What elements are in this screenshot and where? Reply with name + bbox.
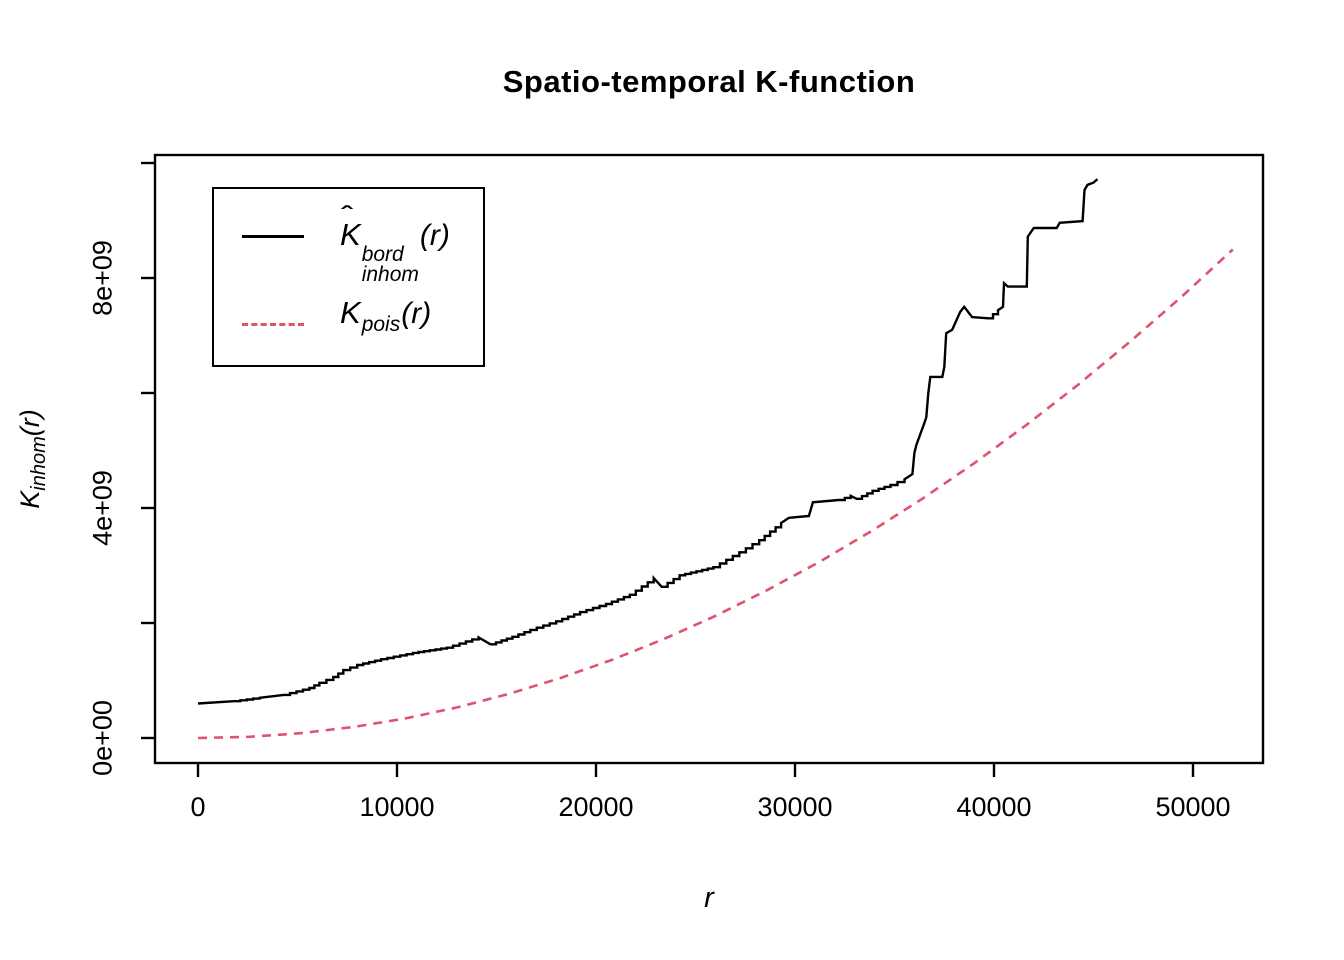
y-axis-label-sub: inhom [28, 436, 50, 491]
poisson-curve [197, 248, 1234, 740]
subscript-inhom: inhom [361, 263, 419, 286]
axis-ticks [141, 161, 1195, 777]
chart-title: Spatio-temporal K-function [502, 64, 916, 99]
estimate-curve [197, 178, 1099, 705]
x-tick-label: 0 [190, 792, 206, 822]
hat-accent: ˆ [341, 202, 353, 227]
curves [197, 178, 1234, 740]
legend-item-poisson: Kpois(r) [214, 289, 483, 359]
x-axis-label: r [704, 882, 714, 914]
legend-label-poisson: Kpois(r) [340, 295, 432, 336]
y-axis-label: Kinhom(r) [15, 409, 51, 508]
x-tick-label: 50000 [1155, 792, 1231, 822]
y-axis-label-main: K [15, 490, 45, 509]
y-tick-label: 4e+09 [87, 470, 118, 546]
superscript-bord: bord [361, 243, 404, 266]
legend-line-dashed-icon [242, 323, 304, 326]
y-tick-label: 8e+09 [87, 240, 118, 316]
subscript-pois: pois [361, 313, 401, 336]
y-tick-label: 0e+00 [87, 700, 118, 776]
legend-line-solid-icon [242, 235, 304, 238]
x-tick-label: 40000 [956, 792, 1032, 822]
y-axis-label-arg: (r) [15, 409, 45, 437]
x-tick-label: 30000 [757, 792, 833, 822]
x-tick-label: 10000 [359, 792, 435, 822]
plot-box [153, 153, 1265, 765]
x-tick-label: 20000 [558, 792, 634, 822]
